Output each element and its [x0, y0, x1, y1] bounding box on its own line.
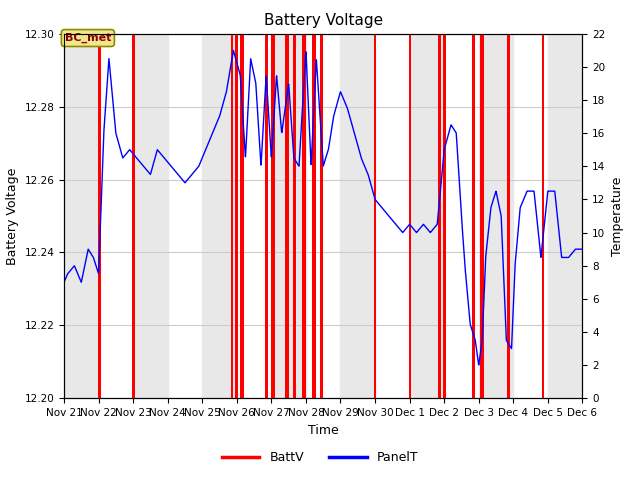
Bar: [481, 34, 484, 398]
Bar: [410, 34, 444, 398]
Bar: [472, 34, 476, 398]
Bar: [132, 34, 134, 398]
Bar: [292, 34, 296, 398]
Bar: [240, 34, 244, 398]
Text: BC_met: BC_met: [65, 33, 111, 43]
Bar: [97, 34, 100, 398]
Legend: BattV, PanelT: BattV, PanelT: [217, 446, 423, 469]
Bar: [64, 34, 99, 398]
Bar: [285, 34, 289, 398]
Bar: [303, 34, 306, 398]
X-axis label: Time: Time: [308, 424, 339, 437]
Bar: [312, 34, 316, 398]
Bar: [230, 34, 234, 398]
Bar: [340, 34, 375, 398]
Y-axis label: Temperature: Temperature: [611, 176, 624, 256]
Bar: [548, 34, 582, 398]
Bar: [271, 34, 306, 398]
Bar: [271, 34, 275, 398]
Bar: [374, 34, 376, 398]
Bar: [236, 34, 238, 398]
Y-axis label: Battery Voltage: Battery Voltage: [6, 168, 19, 264]
Title: Battery Voltage: Battery Voltage: [264, 13, 383, 28]
Bar: [443, 34, 446, 398]
Bar: [133, 34, 168, 398]
Bar: [320, 34, 323, 398]
Bar: [541, 34, 545, 398]
Bar: [202, 34, 237, 398]
Bar: [438, 34, 441, 398]
Bar: [265, 34, 268, 398]
Bar: [408, 34, 411, 398]
Bar: [507, 34, 510, 398]
Bar: [479, 34, 513, 398]
